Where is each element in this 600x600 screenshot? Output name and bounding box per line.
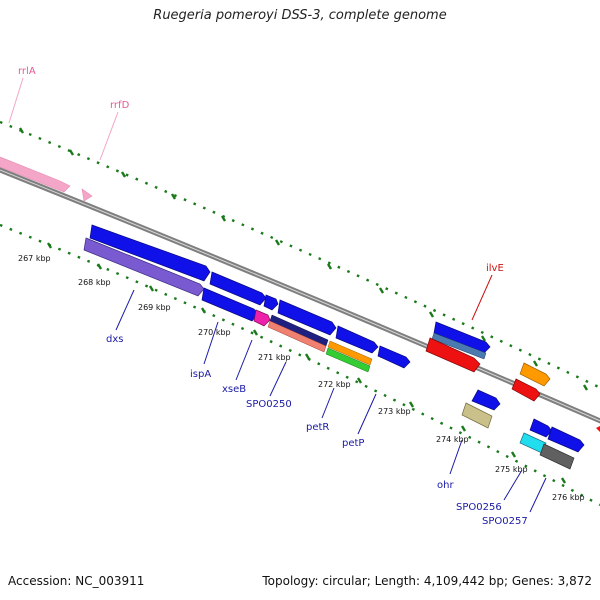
gene-label-ispA: ispA: [190, 369, 211, 380]
gene-petP-region[interactable]: [377, 345, 411, 369]
gene-label-leaders: [115, 289, 547, 513]
tick-label: 272 kbp: [318, 380, 351, 389]
ilvE-region: [425, 321, 491, 373]
tick-label: 274 kbp: [436, 435, 469, 444]
inner-ring-ticks: [46, 242, 567, 484]
gene-blue-275a[interactable]: [529, 418, 553, 438]
gene-label-petP: petP: [342, 438, 364, 449]
gene-dxs-region[interactable]: [89, 224, 211, 282]
tick-label: 276 kbp: [552, 493, 585, 502]
gene-red-right[interactable]: [511, 378, 541, 402]
gene-SPO0257[interactable]: [539, 443, 575, 470]
inner-dotted-ring: [0, 223, 600, 507]
accession-text: Accession: NC_003911: [8, 574, 145, 588]
tick-label: 268 kbp: [78, 278, 111, 287]
gene-ilvE-blue[interactable]: [433, 321, 491, 354]
gene-blue-ohr-region[interactable]: [471, 389, 501, 411]
rrfD-feature[interactable]: [81, 188, 93, 202]
gene-xseB-region[interactable]: [277, 299, 337, 336]
gene-ohr[interactable]: [461, 402, 493, 429]
gene-petP[interactable]: [325, 347, 371, 373]
gene-ispA-region[interactable]: [209, 271, 267, 306]
tick-label: 269 kbp: [138, 303, 171, 312]
map-title: Ruegeria pomeroyi DSS-3, complete genome: [153, 8, 447, 23]
gene-label-SPO0257: SPO0257: [482, 516, 528, 527]
gene-label-SPO0250: SPO0250: [246, 399, 292, 410]
gene-orange-right[interactable]: [519, 362, 551, 387]
genome-backbone-inner: [0, 169, 600, 422]
gene-track-lower: [83, 237, 373, 373]
rrlA-label: rrlA: [18, 66, 36, 77]
tick-label: 275 kbp: [495, 465, 528, 474]
gene-label-petR: petR: [306, 422, 329, 433]
gene-petR[interactable]: [327, 340, 373, 366]
genome-summary-text: Topology: circular; Length: 4,109,442 bp…: [262, 574, 592, 588]
gene-xseB[interactable]: [253, 309, 271, 327]
gene-dxs[interactable]: [83, 237, 205, 297]
gene-label-dxs: dxs: [106, 334, 123, 345]
gene-ilvE[interactable]: [425, 337, 481, 373]
gene-petR-region[interactable]: [335, 325, 379, 354]
gene-label-ohr: ohr: [437, 480, 454, 491]
outer-dotted-ring: [0, 120, 600, 389]
gene-red-edge[interactable]: [596, 424, 600, 436]
gene-blue-275b[interactable]: [547, 426, 585, 453]
gene-label-xseB: xseB: [222, 384, 246, 395]
tick-label: 271 kbp: [258, 353, 291, 362]
tick-label: 267 kbp: [18, 254, 51, 263]
tick-label: 273 kbp: [378, 407, 411, 416]
gene-track-forward: [89, 224, 411, 369]
gene-label-SPO0256: SPO0256: [456, 502, 502, 513]
ilvE-label: ilvE: [486, 263, 504, 274]
gene-labels: dxs ispA xseB SPO0250 petR petP ohr SPO0…: [106, 334, 528, 527]
gene-small-blue[interactable]: [263, 294, 279, 311]
rrlA-feature[interactable]: [0, 155, 71, 193]
outer-ring-ticks: [18, 127, 589, 391]
right-gene-cluster: [461, 362, 600, 470]
gene-SPO0250[interactable]: [267, 320, 327, 353]
gene-ilvE-steel[interactable]: [431, 332, 487, 360]
rrfD-label: rrfD: [110, 100, 130, 111]
